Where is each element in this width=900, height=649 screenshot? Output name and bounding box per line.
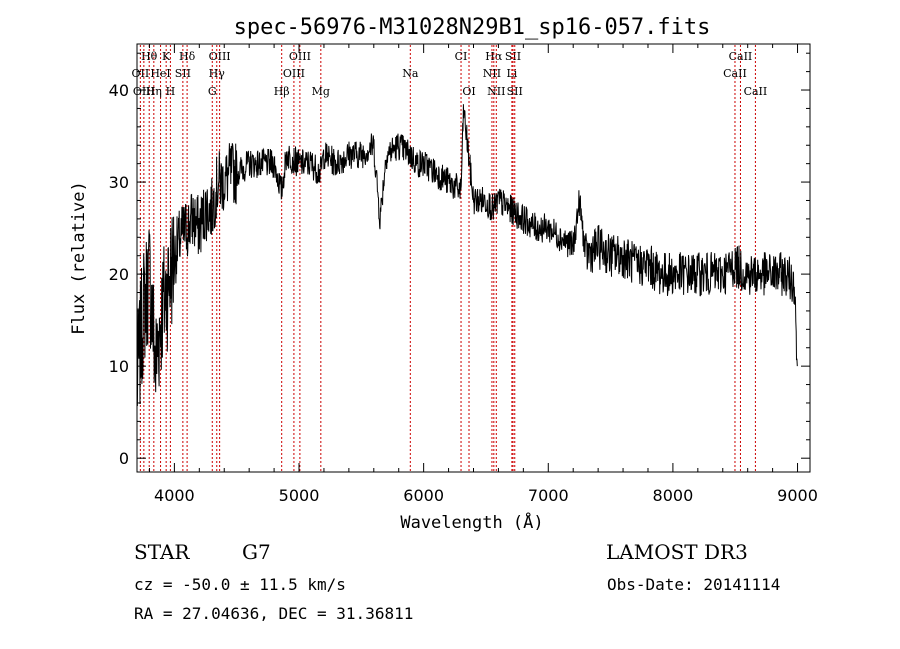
x-tick-label: 9000	[777, 486, 818, 505]
spectral-line-label: H	[166, 85, 176, 98]
spectral-line-label: CI	[455, 50, 468, 63]
x-axis: 4000 5000 6000 7000 8000 9000	[148, 44, 818, 505]
object-subclass: G7	[242, 540, 271, 564]
spectrum-series-line	[136, 104, 798, 407]
spectral-line-label: Hδ	[179, 50, 196, 63]
y-tick-label: 10	[109, 357, 129, 376]
spectral-line-label: K	[162, 50, 171, 63]
y-tick-label: 40	[109, 81, 129, 100]
spectral-line-label: SII	[505, 50, 521, 63]
spectral-line-label: OIII	[283, 67, 305, 80]
x-tick-label: 6000	[403, 486, 444, 505]
x-tick-label: 7000	[528, 486, 569, 505]
spectral-line-label: OIII	[209, 50, 231, 63]
spectral-line-label: Mg	[312, 85, 330, 98]
spectral-line-label: CaII	[723, 67, 747, 80]
x-tick-label: 8000	[653, 486, 694, 505]
y-tick-label: 20	[109, 265, 129, 284]
spectral-line-label: CaII	[744, 85, 768, 98]
x-tick-label: 5000	[279, 486, 320, 505]
plot-frame	[136, 43, 811, 473]
spectral-line-label: Hβ	[274, 85, 290, 98]
spectral-line-label: CaII	[729, 50, 753, 63]
y-axis: 0 10 20 30 40	[109, 52, 810, 468]
spectral-line-label: OIII	[133, 85, 155, 98]
y-tick-label: 0	[119, 449, 129, 468]
spectral-line-label: Li	[506, 67, 517, 80]
obs-date: Obs-Date: 20141114	[607, 575, 781, 594]
x-tick-label: 4000	[154, 486, 195, 505]
spectral-line-label: Hη	[146, 85, 162, 98]
spectral-line-label: OIII	[289, 50, 311, 63]
ra-dec: RA = 27.04636, DEC = 31.36811	[134, 604, 414, 623]
spectral-line-label: NII	[487, 85, 505, 98]
y-tick-label: 30	[109, 173, 129, 192]
spectral-line-label: SII	[175, 67, 191, 80]
object-class: STAR	[134, 540, 190, 564]
spectral-line-label: HeI	[150, 67, 170, 80]
spectral-line-label: Na	[402, 67, 419, 80]
spectral-line-label: Hα	[485, 50, 503, 63]
spectral-line-label: G	[208, 85, 217, 98]
x-axis-label: Wavelength (Å)	[400, 511, 543, 533]
survey-name: LAMOST DR3	[606, 540, 748, 564]
chart-title: spec-56976-M31028N29B1_sp16-057.fits	[234, 15, 711, 40]
spectral-line-label: OI	[462, 85, 475, 98]
spectral-line-label: SII	[507, 85, 523, 98]
redshift-cz: cz = -50.0 ± 11.5 km/s	[134, 575, 346, 594]
y-axis-label: Flux (relative)	[69, 181, 89, 335]
spectral-line-label: Hγ	[209, 67, 226, 80]
spectral-line-label: NII	[483, 67, 501, 80]
spectrum-layer	[136, 104, 798, 407]
spectral-line-label: OII	[132, 67, 150, 80]
